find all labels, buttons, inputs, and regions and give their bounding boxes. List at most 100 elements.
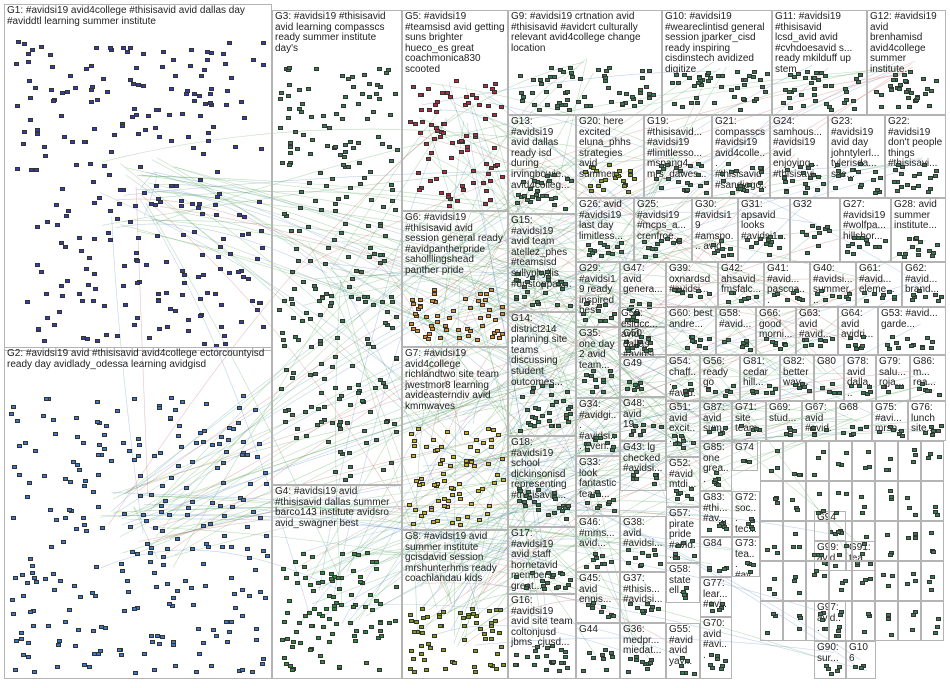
edge bbox=[99, 514, 544, 561]
vertex-node bbox=[930, 549, 936, 554]
edge bbox=[331, 267, 691, 425]
vertex-node bbox=[127, 45, 133, 50]
group-cell-g9: G9: #avidsi19 crtnation avid #thisisavid… bbox=[508, 10, 662, 115]
vertex-node bbox=[899, 428, 905, 433]
vertex-node bbox=[411, 657, 417, 662]
vertex-node bbox=[226, 40, 232, 45]
vertex-node bbox=[298, 205, 304, 210]
vertex-node bbox=[633, 382, 639, 387]
vertex-node bbox=[458, 149, 464, 154]
vertex-node bbox=[411, 453, 417, 458]
vertex-node bbox=[307, 610, 313, 615]
edge bbox=[155, 164, 552, 537]
vertex-node bbox=[369, 560, 375, 565]
vertex-node bbox=[240, 440, 246, 445]
vertex-node bbox=[477, 517, 483, 522]
vertex-node bbox=[44, 315, 50, 320]
vertex-node bbox=[553, 196, 559, 201]
vertex-node bbox=[638, 90, 644, 95]
vertex-node bbox=[198, 431, 204, 436]
group-cell-g35: G35: one day 2 avid team... bbox=[576, 327, 620, 398]
vertex-node bbox=[393, 208, 399, 213]
vertex-node bbox=[89, 87, 95, 92]
vertex-node bbox=[303, 434, 309, 439]
group-label: G87: avid sum... bbox=[703, 402, 727, 441]
vertex-node bbox=[728, 389, 734, 394]
vertex-node bbox=[753, 96, 759, 101]
vertex-node bbox=[419, 644, 425, 649]
vertex-node bbox=[792, 531, 798, 536]
vertex-node bbox=[653, 176, 659, 181]
vertex-node bbox=[680, 590, 686, 595]
vertex-node bbox=[77, 594, 83, 599]
vertex-node bbox=[201, 428, 207, 433]
edge bbox=[331, 108, 442, 270]
vertex-node bbox=[593, 385, 599, 390]
vertex-node bbox=[63, 214, 69, 219]
vertex-node bbox=[685, 345, 691, 350]
vertex-node bbox=[551, 659, 557, 664]
vertex-node bbox=[707, 291, 713, 296]
vertex-node bbox=[771, 591, 777, 596]
vertex-node bbox=[413, 121, 419, 126]
edge bbox=[111, 492, 738, 550]
edge bbox=[473, 279, 885, 607]
edge bbox=[145, 202, 343, 582]
vertex-node bbox=[767, 253, 773, 258]
edge bbox=[472, 65, 900, 259]
vertex-node bbox=[860, 236, 866, 241]
vertex-node bbox=[937, 393, 943, 398]
vertex-node bbox=[796, 590, 802, 595]
vertex-node bbox=[231, 592, 237, 597]
vertex-node bbox=[698, 82, 704, 87]
vertex-node bbox=[108, 46, 114, 51]
vertex-node bbox=[645, 601, 651, 606]
vertex-node bbox=[191, 98, 197, 103]
vertex-node bbox=[412, 311, 418, 316]
vertex-node bbox=[35, 225, 41, 230]
vertex-node bbox=[692, 553, 698, 558]
edge bbox=[116, 198, 340, 264]
vertex-node bbox=[730, 384, 736, 389]
vertex-node bbox=[156, 406, 162, 411]
vertex-node bbox=[364, 441, 370, 446]
group-cell-g72: G72: soc... tec... bbox=[732, 491, 760, 537]
vertex-node bbox=[648, 660, 654, 665]
group-cell-g58a: G58: #avid... bbox=[716, 307, 756, 355]
vertex-node bbox=[448, 155, 454, 160]
vertex-node bbox=[710, 243, 716, 248]
vertex-node bbox=[418, 131, 424, 136]
vertex-node bbox=[313, 286, 319, 291]
vertex-node bbox=[307, 317, 313, 322]
vertex-node bbox=[388, 183, 394, 188]
vertex-node bbox=[91, 201, 97, 206]
vertex-node bbox=[784, 297, 790, 302]
vertex-node bbox=[200, 151, 206, 156]
vertex-node bbox=[809, 342, 815, 347]
group-cell-small bbox=[806, 601, 829, 641]
vertex-node bbox=[887, 456, 893, 461]
vertex-node bbox=[688, 388, 694, 393]
vertex-node bbox=[65, 208, 71, 213]
vertex-node bbox=[14, 638, 20, 643]
vertex-node bbox=[787, 428, 793, 433]
group-cell-g77: G77: lear... #avi... bbox=[700, 577, 732, 617]
vertex-node bbox=[600, 553, 606, 558]
vertex-node bbox=[928, 451, 934, 456]
vertex-node bbox=[483, 84, 489, 89]
vertex-node bbox=[292, 287, 298, 292]
edge bbox=[420, 571, 452, 603]
vertex-node bbox=[342, 222, 348, 227]
vertex-node bbox=[908, 69, 913, 74]
vertex-node bbox=[33, 168, 39, 173]
vertex-node bbox=[284, 611, 290, 616]
vertex-node bbox=[544, 174, 550, 179]
group-label: G84 bbox=[703, 538, 722, 549]
group-cell-small bbox=[898, 601, 921, 641]
vertex-node bbox=[332, 202, 338, 207]
vertex-node bbox=[625, 560, 631, 565]
edge bbox=[428, 328, 822, 611]
vertex-node bbox=[75, 463, 81, 468]
vertex-node bbox=[201, 561, 207, 566]
group-cell-g73: G73: tea... #av... bbox=[732, 537, 760, 577]
